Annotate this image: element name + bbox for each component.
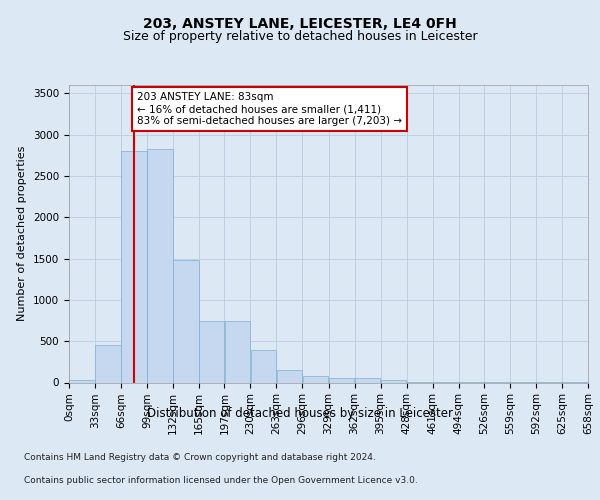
- Text: 203, ANSTEY LANE, LEICESTER, LE4 0FH: 203, ANSTEY LANE, LEICESTER, LE4 0FH: [143, 18, 457, 32]
- Bar: [224, 320, 250, 382]
- Text: 203 ANSTEY LANE: 83sqm
← 16% of detached houses are smaller (1,411)
83% of semi-: 203 ANSTEY LANE: 83sqm ← 16% of detached…: [137, 92, 402, 126]
- Bar: [95, 346, 121, 383]
- Bar: [380, 380, 406, 382]
- Y-axis label: Number of detached properties: Number of detached properties: [17, 146, 28, 322]
- Bar: [199, 320, 224, 382]
- Bar: [69, 380, 95, 382]
- Text: Distribution of detached houses by size in Leicester: Distribution of detached houses by size …: [147, 408, 453, 420]
- Bar: [302, 376, 328, 382]
- Bar: [121, 151, 147, 382]
- Text: Contains HM Land Registry data © Crown copyright and database right 2024.: Contains HM Land Registry data © Crown c…: [24, 454, 376, 462]
- Bar: [277, 370, 302, 382]
- Bar: [147, 150, 173, 382]
- Bar: [251, 350, 277, 382]
- Text: Size of property relative to detached houses in Leicester: Size of property relative to detached ho…: [122, 30, 478, 43]
- Bar: [173, 260, 199, 382]
- Text: Contains public sector information licensed under the Open Government Licence v3: Contains public sector information licen…: [24, 476, 418, 485]
- Bar: [329, 378, 355, 382]
- Bar: [355, 378, 380, 382]
